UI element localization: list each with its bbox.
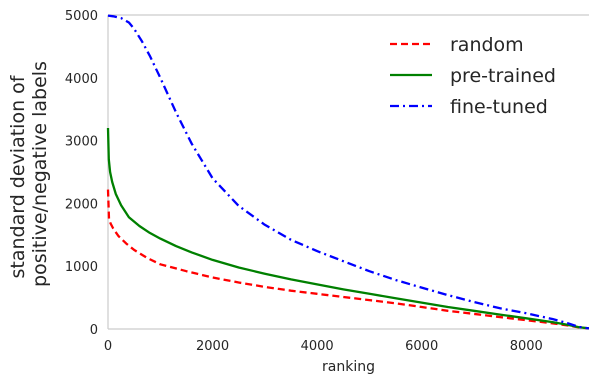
plot-area [106,14,589,330]
x-axis-label: ranking [322,359,375,374]
y-tick-label: 3000 [65,135,98,150]
legend-label-pre-trained: pre-trained [450,65,556,87]
series-line-fine-tuned [107,14,589,330]
y-tick-label: 2000 [65,197,98,212]
y-axis-label-line-2: positive/negative labels [29,61,51,287]
y-axis-label: standard deviation of positive/negative … [7,61,51,287]
y-axis-label-line-1: standard deviation of [7,74,29,278]
x-tick-label: 2000 [196,339,229,354]
x-tick-label: 0 [104,339,112,354]
series-line-pre-trained [106,127,589,330]
legend: random pre-trained fine-tuned [390,34,556,118]
y-tick-label: 0 [90,323,98,338]
x-tick-label: 6000 [405,339,438,354]
series-line-random [106,189,589,330]
y-tick-label: 5000 [65,9,98,24]
x-tick-label: 4000 [301,339,334,354]
legend-label-fine-tuned: fine-tuned [450,96,548,118]
axes: 0 2000 4000 6000 8000 0 1000 2000 3000 4000 5000 [65,9,589,354]
y-tick-label: 1000 [65,260,98,275]
x-tick-label: 8000 [510,339,543,354]
y-tick-label: 4000 [65,72,98,87]
legend-label-random: random [450,34,524,56]
